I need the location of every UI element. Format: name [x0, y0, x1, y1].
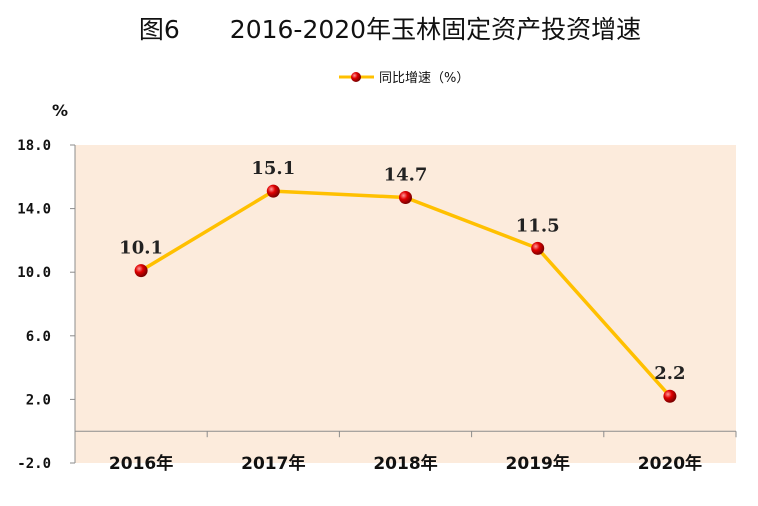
y-tick-label: 6.0: [26, 329, 51, 345]
y-tick-label: 14.0: [17, 202, 51, 218]
data-label: 10.1: [119, 238, 163, 259]
data-label: 2.2: [654, 363, 685, 384]
data-point: [531, 241, 545, 255]
data-labels: 10.1 15.1 14.7 11.5 2.2: [119, 158, 685, 384]
data-point: [266, 184, 280, 198]
y-tick-labels: -2.0 2.0 6.0 10.0 14.0 18.0: [17, 138, 51, 472]
data-label: 14.7: [384, 164, 428, 185]
legend-label: 同比增速（%）: [379, 71, 469, 86]
x-tick-labels: 2016年 2017年 2018年 2019年 2020年: [109, 453, 702, 474]
axes: [70, 144, 737, 464]
chart-title: 图6 2016-2020年玉林固定资产投资增速: [139, 15, 641, 44]
data-point: [399, 190, 412, 204]
y-axis-unit: %: [52, 101, 68, 120]
x-tick-label: 2016年: [109, 453, 173, 474]
y-tick-label: -2.0: [17, 456, 51, 472]
y-tick-label: 18.0: [17, 138, 51, 154]
x-tick-label: 2017年: [241, 453, 305, 474]
x-tick-label: 2018年: [373, 453, 437, 474]
data-point: [134, 264, 148, 278]
series: [134, 184, 677, 403]
y-tick-label: 10.0: [17, 265, 51, 281]
data-label: 11.5: [516, 215, 560, 236]
legend: 同比增速（%）: [339, 71, 469, 86]
x-tick-label: 2019年: [506, 453, 570, 474]
data-label: 15.1: [251, 158, 295, 179]
legend-marker-swatch: [351, 72, 361, 82]
y-tick-label: 2.0: [26, 392, 51, 408]
x-tick-label: 2020年: [638, 453, 702, 474]
data-point: [663, 389, 677, 403]
